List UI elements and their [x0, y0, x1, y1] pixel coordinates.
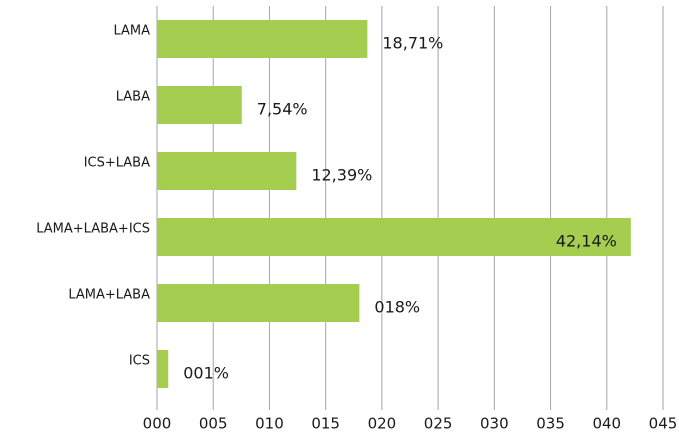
y-tick-label: LAMA+LABA+ICS — [36, 222, 150, 237]
data-label: 12,39% — [311, 166, 372, 185]
data-label: 7,54% — [257, 100, 308, 119]
y-tick-label: ICS+LABA — [84, 156, 150, 171]
y-tick-label: LAMA — [113, 24, 150, 39]
x-tick-label: 035 — [536, 415, 565, 433]
data-label: 001% — [183, 364, 229, 383]
x-tick-label: 030 — [480, 415, 509, 433]
x-tick-label: 045 — [649, 415, 678, 433]
data-label: 18,71% — [382, 34, 443, 53]
x-tick-label: 020 — [368, 415, 397, 433]
y-tick-label: LABA — [116, 90, 150, 105]
data-label: 42,14% — [556, 232, 617, 251]
y-tick-label: LAMA+LABA — [68, 288, 150, 303]
x-tick-label: 015 — [311, 415, 340, 433]
bar — [157, 350, 169, 388]
bar — [157, 284, 360, 322]
x-tick-label: 010 — [255, 415, 284, 433]
bar — [157, 218, 631, 256]
y-tick-label: ICS — [129, 354, 150, 369]
bar — [157, 86, 242, 124]
x-tick-label: 025 — [424, 415, 453, 433]
x-tick-label: 005 — [199, 415, 228, 433]
bar — [157, 20, 368, 58]
x-tick-label: 040 — [592, 415, 621, 433]
x-tick-label: 000 — [143, 415, 172, 433]
bar — [157, 152, 297, 190]
data-label: 018% — [374, 298, 420, 317]
